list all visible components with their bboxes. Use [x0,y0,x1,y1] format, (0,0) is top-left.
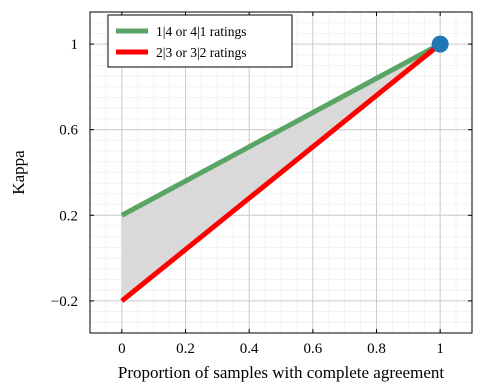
series-line-1 [120,41,442,218]
plot-frame [89,11,473,334]
x-tick-label: 0.2 [176,341,195,357]
legend: 1|4 or 4|1 ratings 2|3 or 3|2 ratings [107,14,293,68]
legend-label-2: 2|3 or 3|2 ratings [156,45,247,60]
tick-labels: 0 0.2 0.4 0.6 0.8 1 −0.2 0.2 0.6 1 [51,37,444,357]
y-tick-label: 0.2 [59,208,78,224]
y-tick-label: −0.2 [51,294,78,310]
x-tick-label: 0.8 [367,341,386,357]
legend-label-1: 1|4 or 4|1 ratings [156,24,247,39]
marker-layer [431,35,449,53]
endpoint-marker [431,35,449,53]
x-tick-label: 0.4 [240,341,259,357]
y-tick-label: 0.6 [59,123,78,139]
y-tick-label: 1 [71,37,79,53]
series-layer [120,41,442,303]
x-tick-label: 0.6 [303,341,322,357]
x-tick-label: 1 [436,341,444,357]
x-axis-label: Proportion of samples with complete agre… [118,363,444,382]
y-axis-label: Kappa [9,150,28,195]
legend-box [107,14,293,68]
x-tick-label: 0 [118,341,126,357]
series-line-2 [120,42,442,303]
tick-marks [90,12,472,333]
